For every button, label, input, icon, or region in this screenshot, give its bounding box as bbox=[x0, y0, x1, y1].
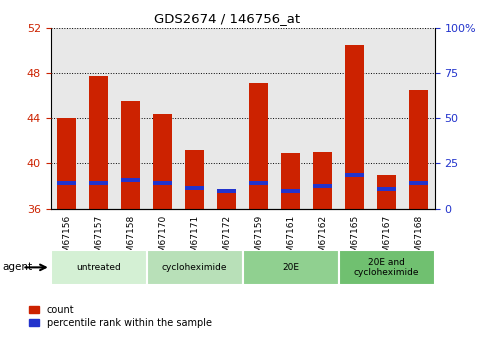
Bar bbox=[57, 181, 76, 185]
Text: untreated: untreated bbox=[76, 263, 121, 272]
Bar bbox=[243, 250, 339, 285]
Bar bbox=[243, 28, 275, 209]
Bar bbox=[313, 152, 332, 209]
Bar bbox=[249, 83, 269, 209]
Bar bbox=[147, 250, 243, 285]
Bar bbox=[57, 118, 76, 209]
Bar bbox=[377, 175, 397, 209]
Bar bbox=[281, 153, 300, 209]
Bar bbox=[281, 189, 300, 193]
Text: 20E and
cycloheximide: 20E and cycloheximide bbox=[354, 258, 419, 277]
Bar bbox=[377, 187, 397, 191]
Bar bbox=[345, 45, 364, 209]
Bar bbox=[89, 76, 108, 209]
Bar bbox=[211, 28, 242, 209]
Bar bbox=[249, 181, 269, 185]
Bar bbox=[403, 28, 435, 209]
Bar bbox=[121, 178, 141, 183]
Bar bbox=[371, 28, 403, 209]
Bar bbox=[339, 250, 435, 285]
Legend: count, percentile rank within the sample: count, percentile rank within the sample bbox=[29, 305, 212, 328]
Bar bbox=[409, 90, 428, 209]
Bar bbox=[185, 186, 204, 190]
Bar bbox=[89, 181, 108, 185]
Bar bbox=[153, 114, 172, 209]
Bar bbox=[185, 150, 204, 209]
Bar bbox=[51, 250, 147, 285]
Bar bbox=[51, 28, 83, 209]
Text: GDS2674 / 146756_at: GDS2674 / 146756_at bbox=[154, 12, 300, 25]
Text: 20E: 20E bbox=[282, 263, 299, 272]
Bar bbox=[217, 189, 236, 193]
Bar bbox=[345, 173, 364, 177]
Bar bbox=[217, 192, 236, 209]
Bar bbox=[121, 101, 141, 209]
Text: agent: agent bbox=[2, 263, 32, 272]
Bar bbox=[409, 181, 428, 185]
Bar bbox=[313, 184, 332, 188]
Bar bbox=[179, 28, 211, 209]
Bar bbox=[307, 28, 339, 209]
Bar bbox=[115, 28, 147, 209]
Bar bbox=[275, 28, 307, 209]
Bar bbox=[339, 28, 371, 209]
Bar bbox=[147, 28, 179, 209]
Bar bbox=[153, 181, 172, 185]
Bar bbox=[83, 28, 115, 209]
Text: cycloheximide: cycloheximide bbox=[162, 263, 227, 272]
